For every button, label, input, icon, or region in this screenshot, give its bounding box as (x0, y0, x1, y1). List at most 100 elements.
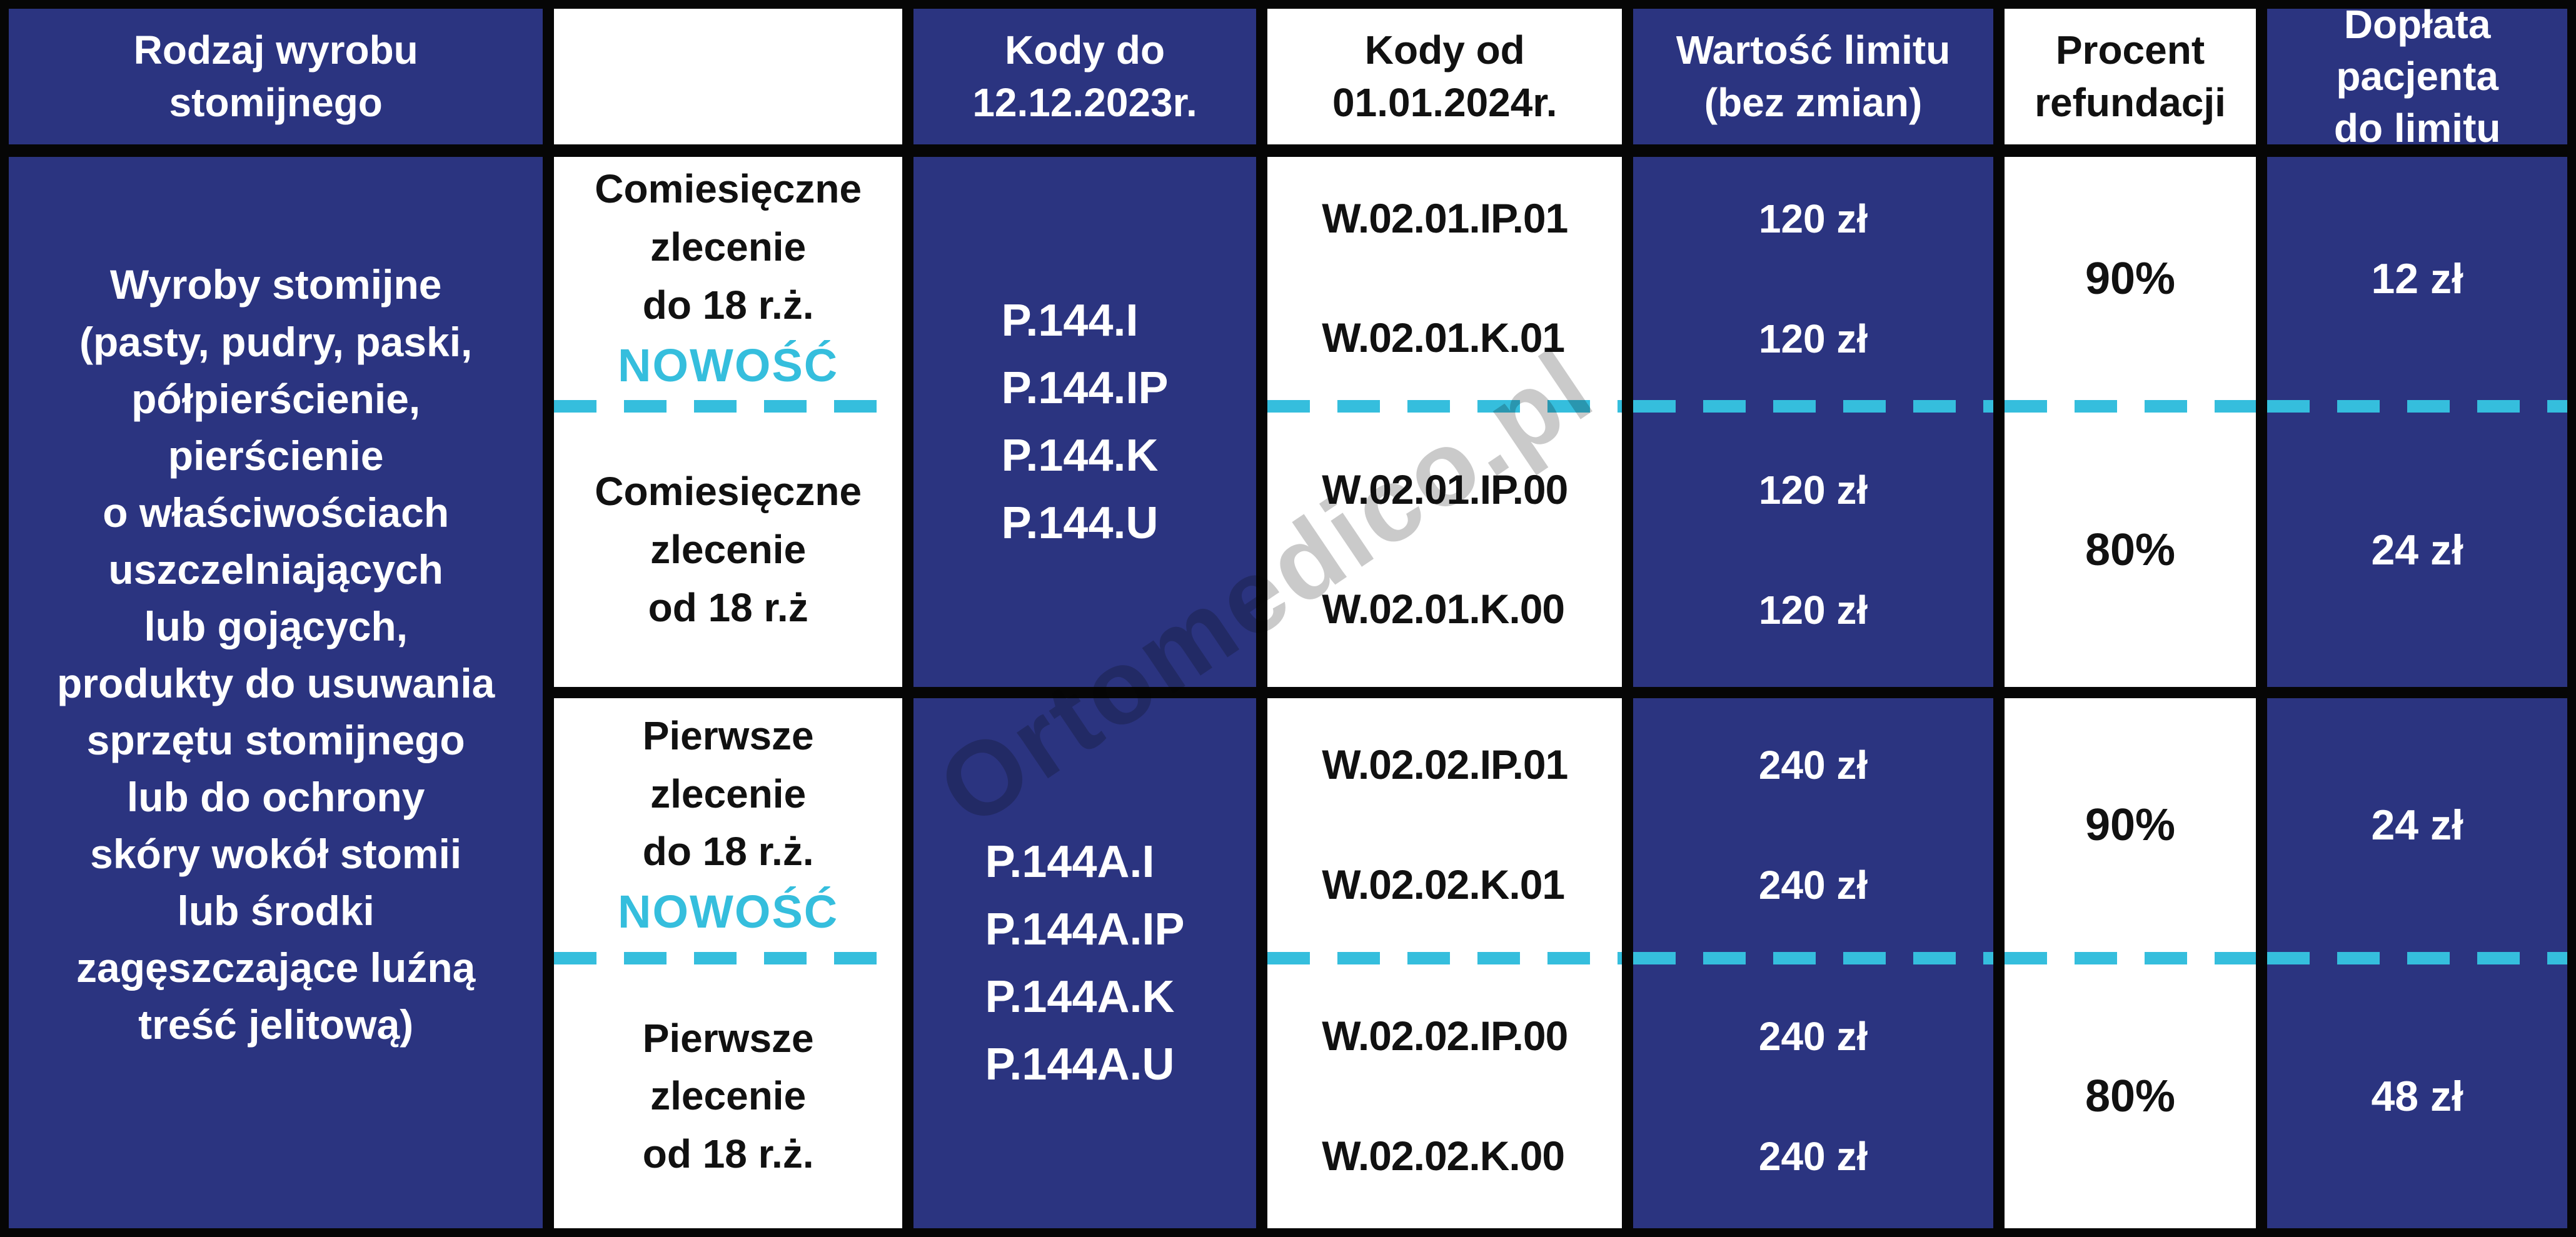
copay-column: 12 zł 24 zł 24 zł 48 zł (2267, 157, 2567, 1228)
refund-percent-value: 90% (2085, 253, 2176, 304)
refund-group: 90% 80% (2004, 698, 2257, 1228)
codes-new-group: W.02.01.I.01 W.02.01.IP.01 W.02.01.K.01 … (1267, 157, 1623, 687)
header-row: Rodzaj wyrobu stomijnego Kody do 12.12.2… (9, 9, 2567, 144)
new-badge: NOWOŚĆ (618, 339, 839, 391)
limit-cell: 120 zł 120 zł 120 zł 120 zł (1633, 413, 1993, 687)
code-old: P.144.U (1001, 498, 1159, 548)
limit-value: 240 zł (1758, 1013, 1868, 1059)
refund-percent-cell: 90% (2005, 157, 2257, 400)
header-limit-value: Wartość limitu (bez zmian) (1633, 9, 1993, 144)
limit-list: 240 zł 240 zł 240 zł 240 zł (1759, 698, 1868, 952)
refund-percent-cell: 80% (2005, 964, 2257, 1228)
codes-old-cell: P.144.I P.144.IP P.144.K P.144.U (913, 157, 1257, 687)
limit-group: 120 zł 120 zł 120 zł 120 zł 120 zł 120 z… (1633, 157, 1993, 687)
codes-new-column: W.02.01.I.01 W.02.01.IP.01 W.02.01.K.01 … (1267, 157, 1623, 1228)
copay-value: 12 zł (2371, 254, 2463, 303)
code-new: W.02.02.IP.00 (1322, 1013, 1568, 1059)
refund-group: 90% 80% (2004, 157, 2257, 687)
copay-cell: 48 zł (2267, 964, 2567, 1228)
header-empty (554, 9, 902, 144)
code-old: P.144A.I (985, 837, 1155, 887)
limit-value: 240 zł (1758, 1133, 1868, 1179)
table-body: Wyroby stomijne (pasty, pudry, paski, pó… (9, 157, 2567, 1228)
header-refund-percent: Procent refundacji (2004, 9, 2257, 144)
limit-list: 120 zł 120 zł 120 zł 120 zł (1759, 157, 1868, 400)
copay-value: 48 zł (2371, 1072, 2463, 1120)
order-type-label: Pierwsze zlecenie od 18 r.ż. (642, 1015, 814, 1177)
limit-group: 240 zł 240 zł 240 zł 240 zł 240 zł 240 z… (1633, 698, 1993, 1228)
copay-group: 24 zł 48 zł (2267, 698, 2567, 1228)
code-old: P.144.I (1001, 296, 1139, 346)
header-product-type: Rodzaj wyrobu stomijnego (9, 9, 543, 144)
refund-percent-cell: 90% (2005, 698, 2257, 952)
code-old: P.144A.IP (985, 904, 1185, 954)
limit-column: 120 zł 120 zł 120 zł 120 zł 120 zł 120 z… (1633, 157, 1993, 1228)
refund-percent-value: 90% (2085, 799, 2176, 850)
order-type-cell: Pierwsze zlecenie do 18 r.ż. NOWOŚĆ (554, 698, 902, 952)
limit-value: 120 zł (1758, 467, 1868, 513)
dashed-divider (1267, 951, 1623, 964)
code-new: W.02.01.IP.00 (1322, 466, 1568, 513)
limit-value: 240 zł (1758, 862, 1868, 908)
codes-new-cell: W.02.02.I.01 W.02.02.IP.01 W.02.02.K.01 … (1267, 698, 1622, 952)
copay-cell: 12 zł (2267, 157, 2567, 400)
dashed-divider (2004, 400, 2257, 413)
copay-value: 24 zł (2371, 801, 2463, 849)
order-type-label: Comiesięczne zlecenie do 18 r.ż. (595, 166, 862, 328)
limit-list: 120 zł 120 zł 120 zł 120 zł (1759, 413, 1868, 687)
codes-new-cell: W.02.01.I.01 W.02.01.IP.01 W.02.01.K.01 … (1267, 157, 1622, 400)
code-new: W.02.01.IP.01 (1322, 195, 1568, 242)
code-new: W.02.02.IP.01 (1322, 741, 1568, 788)
dashed-divider (1267, 400, 1623, 413)
order-type-label: Pierwsze zlecenie do 18 r.ż. (642, 713, 814, 874)
refund-percent-cell: 80% (2005, 413, 2257, 687)
order-type-column: Comiesięczne zlecenie do 18 r.ż. NOWOŚĆ … (554, 157, 902, 1228)
order-type-label: Comiesięczne zlecenie od 18 r.ż (595, 469, 862, 630)
codes-new-group: W.02.02.I.01 W.02.02.IP.01 W.02.02.K.01 … (1267, 698, 1623, 1228)
code-old: P.144A.K (985, 972, 1175, 1022)
refund-percent-column: 90% 80% 90% 80% (2004, 157, 2257, 1228)
order-type-cell: Comiesięczne zlecenie od 18 r.ż (554, 413, 902, 687)
dashed-divider (2267, 951, 2567, 964)
codes-old-cell: P.144A.I P.144A.IP P.144A.K P.144A.U (913, 698, 1257, 1228)
codes-old-list: P.144A.I P.144A.IP P.144A.K P.144A.U (985, 828, 1185, 1098)
copay-group: 12 zł 24 zł (2267, 157, 2567, 687)
header-codes-new: Kody od 01.01.2024r. (1267, 9, 1623, 144)
code-old: P.144.K (1001, 431, 1159, 481)
order-type-cell: Pierwsze zlecenie od 18 r.ż. (554, 964, 902, 1228)
header-patient-copay: Dopłata pacjenta do limitu (2267, 9, 2567, 144)
dashed-divider (1633, 951, 1993, 964)
codes-new-list: W.02.01.I.00 W.02.01.IP.00 W.02.01.K.00 … (1322, 413, 1568, 687)
order-type-group-monthly: Comiesięczne zlecenie do 18 r.ż. NOWOŚĆ … (554, 157, 902, 687)
copay-cell: 24 zł (2267, 413, 2567, 687)
new-badge: NOWOŚĆ (618, 886, 839, 938)
codes-new-list: W.02.02.I.00 W.02.02.IP.00 W.02.02.K.00 … (1322, 964, 1568, 1228)
limit-cell: 120 zł 120 zł 120 zł 120 zł (1633, 157, 1993, 400)
code-new: W.02.02.K.00 (1322, 1132, 1565, 1179)
codes-old-list: P.144.I P.144.IP P.144.K P.144.U (1002, 287, 1169, 557)
limit-cell: 240 zł 240 zł 240 zł 240 zł (1633, 698, 1993, 952)
limit-list: 240 zł 240 zł 240 zł 240 zł (1759, 964, 1868, 1228)
code-new: W.02.02.K.01 (1322, 861, 1565, 908)
limit-value: 120 zł (1758, 587, 1868, 633)
code-new: W.02.01.K.00 (1322, 586, 1565, 633)
order-type-cell: Comiesięczne zlecenie do 18 r.ż. NOWOŚĆ (554, 157, 902, 400)
codes-old-column: P.144.I P.144.IP P.144.K P.144.U P.144A.… (913, 157, 1257, 1228)
codes-new-cell: W.02.02.I.00 W.02.02.IP.00 W.02.02.K.00 … (1267, 964, 1622, 1228)
dashed-divider (2267, 400, 2567, 413)
product-description-cell: Wyroby stomijne (pasty, pudry, paski, pó… (9, 157, 543, 1228)
refund-percent-value: 80% (2085, 1071, 2176, 1121)
codes-new-list: W.02.02.I.01 W.02.02.IP.01 W.02.02.K.01 … (1322, 698, 1568, 952)
copay-cell: 24 zł (2267, 698, 2567, 952)
copay-value: 24 zł (2371, 526, 2463, 574)
code-new: W.02.01.K.01 (1322, 314, 1565, 361)
dashed-divider (554, 951, 902, 964)
code-old: P.144.IP (1001, 363, 1169, 413)
code-old: P.144A.U (985, 1039, 1175, 1089)
dashed-divider (1633, 400, 1993, 413)
codes-new-cell: W.02.01.I.00 W.02.01.IP.00 W.02.01.K.00 … (1267, 413, 1622, 687)
refund-percent-value: 80% (2085, 524, 2176, 575)
dashed-divider (2004, 951, 2257, 964)
limit-value: 120 zł (1758, 316, 1868, 361)
